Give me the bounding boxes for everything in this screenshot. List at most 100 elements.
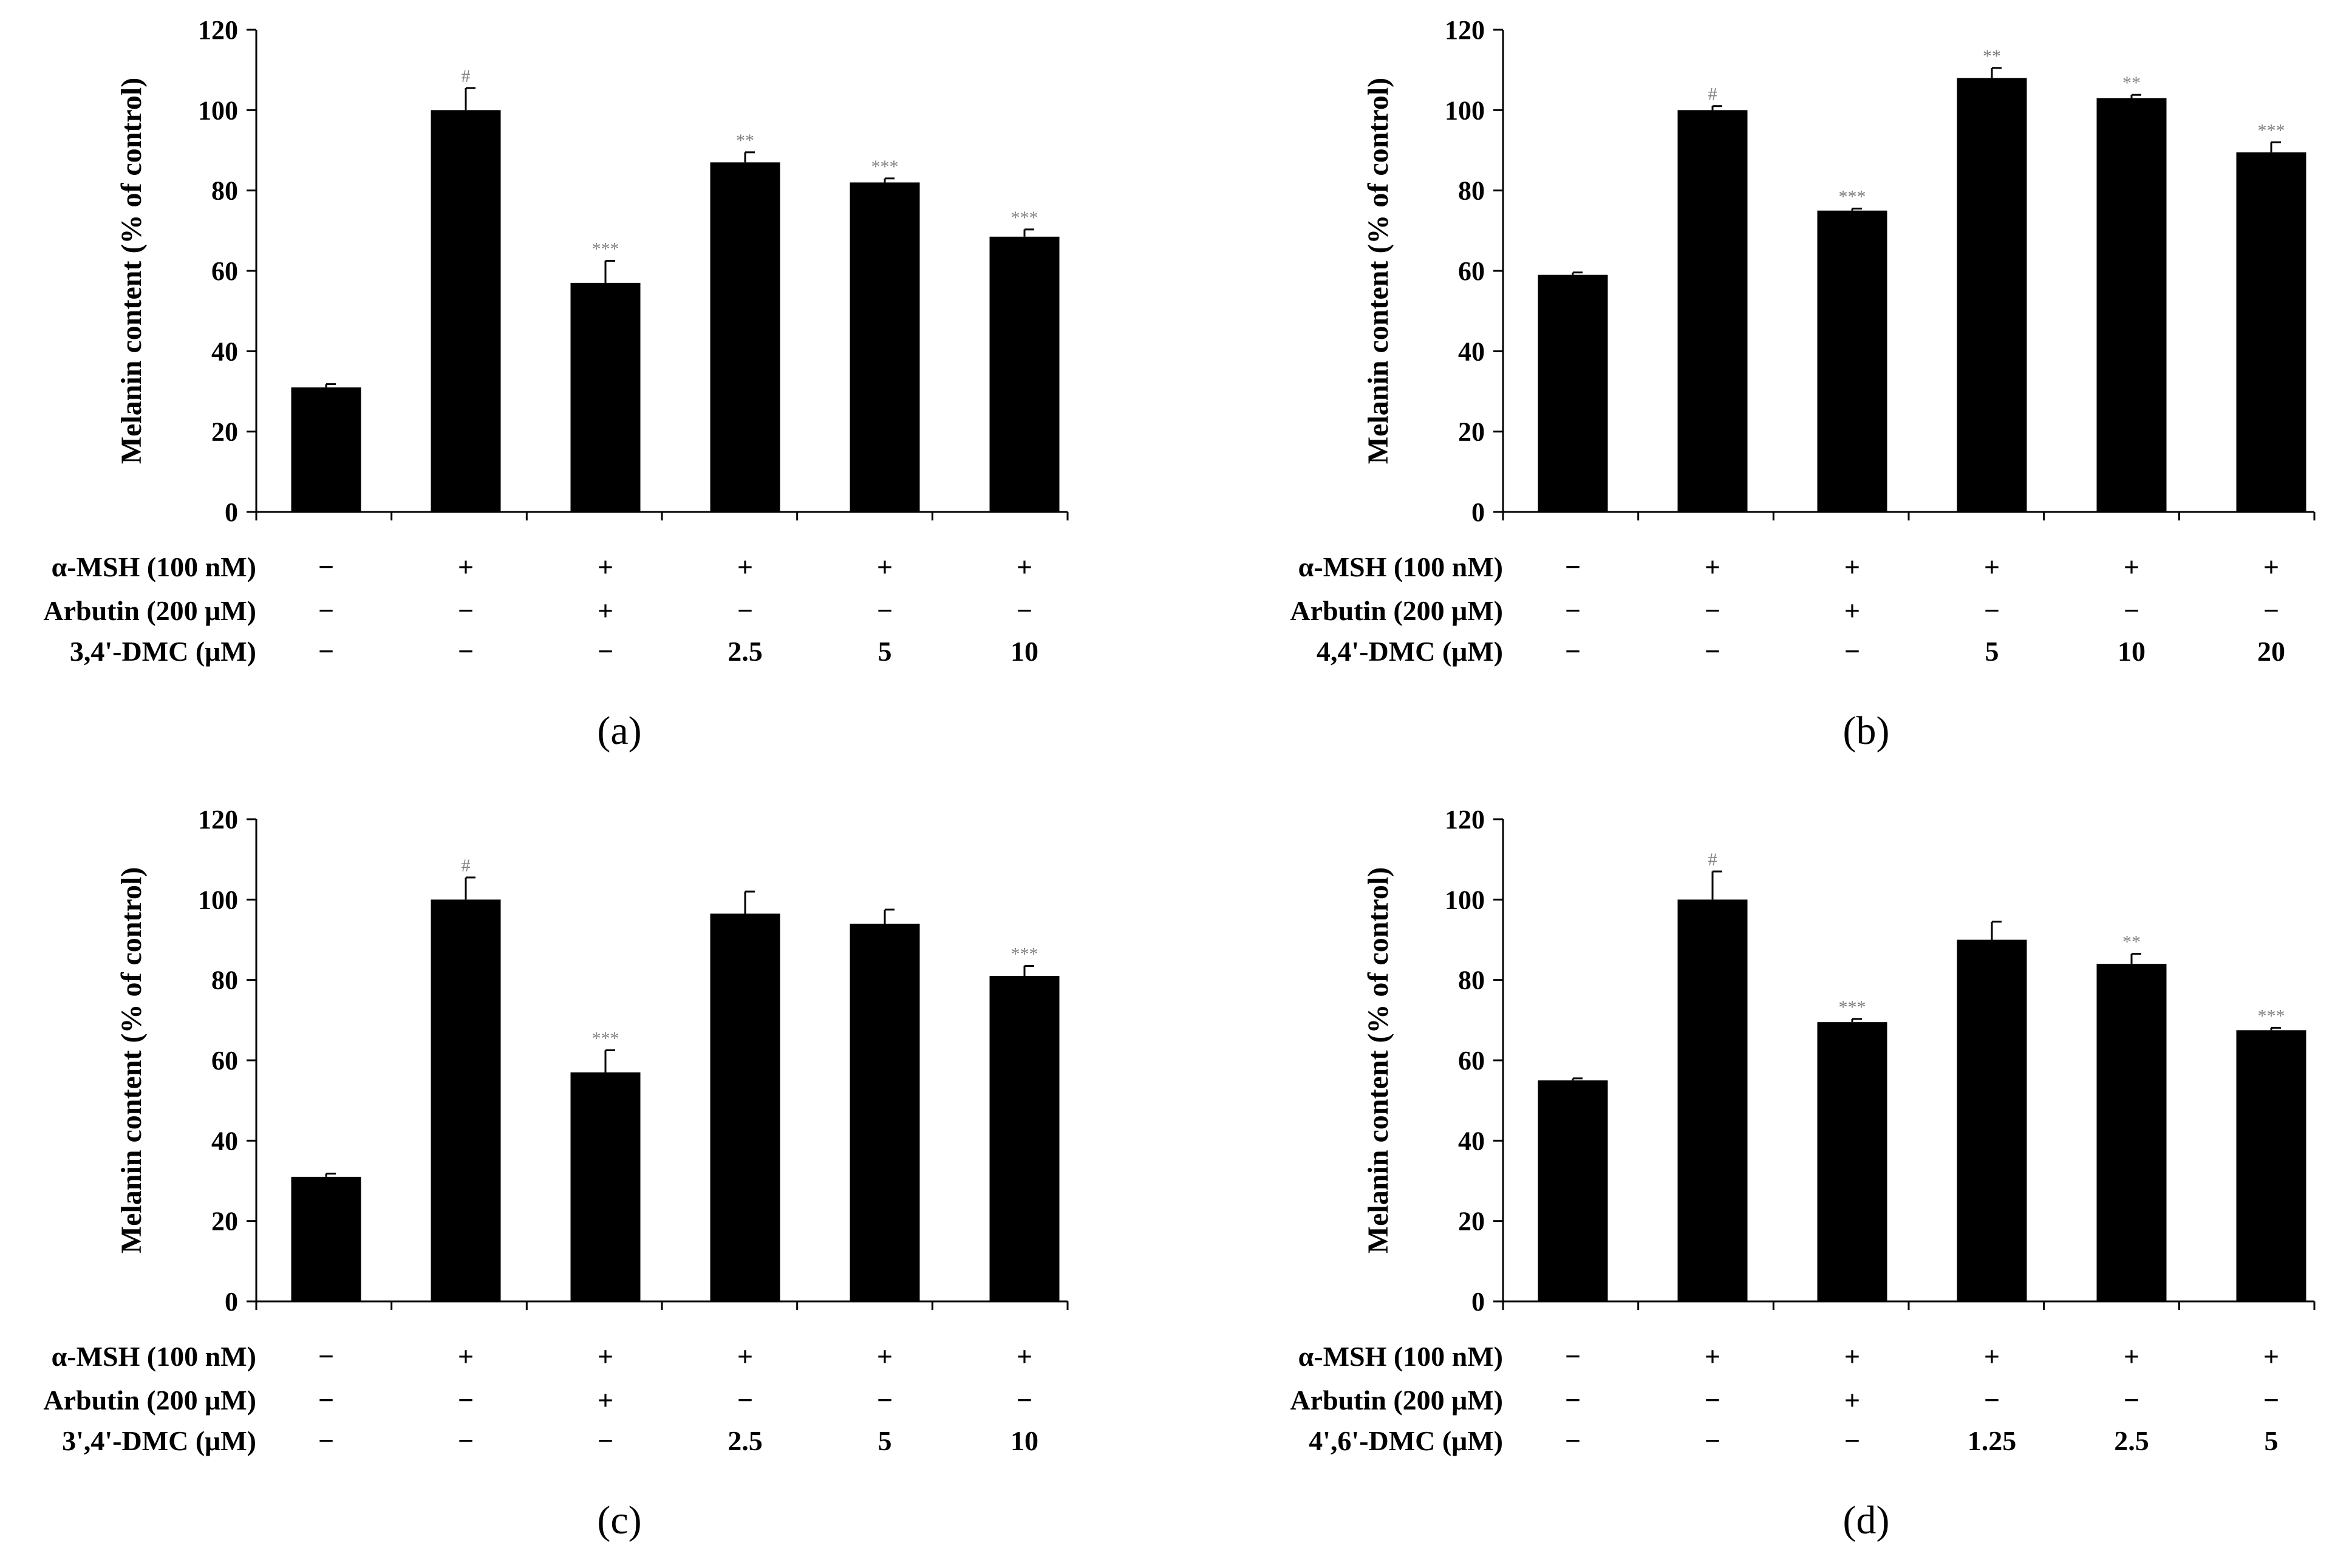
- condition-compound-value: 20: [2257, 636, 2285, 667]
- y-tick-label: 80: [211, 966, 238, 995]
- bar: [291, 1176, 361, 1301]
- condition-compound-value: 10: [1011, 636, 1038, 667]
- bar: [1538, 1080, 1608, 1301]
- bar: [2236, 152, 2306, 512]
- chart-panel-c: 0 20 40 60 80 100 120 Melanin content (% of con…: [43, 805, 1069, 1542]
- condition-compound-value: 2.5: [2114, 1425, 2149, 1456]
- condition-arbutin-value: −: [318, 1385, 334, 1416]
- condition-msh-value: +: [458, 551, 474, 582]
- bar: [2236, 1030, 2306, 1301]
- condition-msh-value: +: [737, 1341, 753, 1372]
- condition-msh-value: +: [458, 1341, 474, 1372]
- row-label-arbutin: Arbutin (200 μM): [43, 1385, 256, 1416]
- bar: [989, 976, 1060, 1301]
- y-axis-title: Melanin content (% of control): [115, 867, 148, 1253]
- panel-label: (c): [597, 1498, 641, 1542]
- panel-label: (a): [597, 709, 641, 753]
- condition-arbutin-value: +: [1844, 595, 1860, 626]
- condition-compound-value: −: [598, 1425, 613, 1456]
- condition-msh-value: −: [318, 1341, 334, 1372]
- condition-compound-value: 10: [1011, 1425, 1038, 1456]
- condition-arbutin-value: −: [877, 595, 893, 626]
- y-tick-label: 20: [1458, 417, 1485, 447]
- row-label-compound: 4',6'-DMC (μM): [1309, 1425, 1503, 1456]
- y-tick-label: 0: [225, 1287, 238, 1317]
- condition-msh-value: +: [1844, 1341, 1860, 1372]
- bar: [1957, 939, 2027, 1301]
- bar: [431, 899, 501, 1301]
- condition-arbutin-value: −: [1565, 595, 1581, 626]
- condition-msh-value: +: [2124, 551, 2139, 582]
- condition-msh-value: −: [318, 551, 334, 582]
- row-label-msh: α-MSH (100 nM): [52, 551, 256, 582]
- y-tick-label: 120: [1445, 805, 1485, 834]
- condition-arbutin-value: −: [877, 1385, 893, 1416]
- chart-panel-d: 0 20 40 60 80 100 120 Melanin content (% of con…: [1290, 805, 2316, 1542]
- bar: [431, 110, 501, 513]
- condition-arbutin-value: −: [1705, 595, 1720, 626]
- significance-mark: #: [1708, 850, 1717, 870]
- significance-mark: **: [2122, 73, 2141, 93]
- condition-arbutin-value: +: [598, 1385, 613, 1416]
- condition-msh-value: +: [1705, 551, 1720, 582]
- condition-msh-value: +: [598, 551, 613, 582]
- condition-msh-value: +: [1017, 1341, 1032, 1372]
- y-tick-label: 0: [225, 497, 238, 527]
- y-tick-label: 100: [198, 95, 238, 125]
- condition-compound-value: −: [318, 1425, 334, 1456]
- y-tick-label: 40: [211, 1126, 238, 1156]
- significance-mark: ***: [592, 1028, 619, 1048]
- y-tick-label: 40: [1458, 1126, 1485, 1156]
- condition-compound-value: −: [1705, 636, 1720, 667]
- condition-msh-value: +: [1705, 1341, 1720, 1372]
- y-tick-label: 80: [211, 176, 238, 206]
- condition-compound-value: −: [458, 1425, 474, 1456]
- condition-compound-value: 5: [878, 1425, 892, 1456]
- bar: [989, 236, 1060, 512]
- condition-msh-value: +: [598, 1341, 613, 1372]
- row-label-compound: 3,4'-DMC (μM): [70, 636, 256, 667]
- condition-arbutin-value: −: [737, 1385, 753, 1416]
- condition-arbutin-value: −: [737, 595, 753, 626]
- condition-arbutin-value: −: [1565, 1385, 1581, 1416]
- bar: [1677, 899, 1748, 1301]
- condition-msh-value: +: [1844, 551, 1860, 582]
- significance-mark: **: [736, 131, 754, 151]
- bar: [2096, 98, 2167, 512]
- condition-msh-value: −: [1565, 1341, 1581, 1372]
- bar: [570, 1072, 641, 1301]
- condition-arbutin-value: −: [2263, 1385, 2279, 1416]
- condition-compound-value: 2.5: [728, 636, 763, 667]
- y-tick-label: 20: [1458, 1207, 1485, 1236]
- condition-arbutin-value: −: [2124, 1385, 2139, 1416]
- condition-compound-value: −: [318, 636, 334, 667]
- condition-compound-value: 2.5: [728, 1425, 763, 1456]
- bar: [710, 913, 780, 1301]
- condition-arbutin-value: +: [1844, 1385, 1860, 1416]
- condition-msh-value: +: [1017, 551, 1032, 582]
- y-tick-label: 80: [1458, 966, 1485, 995]
- y-tick-label: 100: [198, 885, 238, 915]
- row-label-msh: α-MSH (100 nM): [1298, 551, 1503, 582]
- condition-msh-value: −: [1565, 551, 1581, 582]
- bar: [850, 924, 920, 1301]
- condition-msh-value: +: [737, 551, 753, 582]
- condition-compound-value: 5: [878, 636, 892, 667]
- condition-compound-value: 5: [1985, 636, 1999, 667]
- y-tick-label: 120: [198, 805, 238, 834]
- y-tick-label: 20: [211, 1207, 238, 1236]
- condition-compound-value: −: [1565, 636, 1581, 667]
- condition-arbutin-value: −: [1705, 1385, 1720, 1416]
- y-axis-title: Melanin content (% of control): [1362, 78, 1394, 464]
- row-label-msh: α-MSH (100 nM): [1298, 1341, 1503, 1372]
- row-label-arbutin: Arbutin (200 μM): [1290, 1385, 1503, 1416]
- condition-msh-value: +: [2124, 1341, 2139, 1372]
- condition-compound-value: −: [1565, 1425, 1581, 1456]
- condition-arbutin-value: +: [598, 595, 613, 626]
- chart-panel-b: 0 20 40 60 80 100 120 Melanin content (% of con…: [1290, 15, 2316, 753]
- condition-compound-value: −: [1844, 636, 1860, 667]
- y-tick-label: 100: [1445, 885, 1485, 915]
- bar: [1817, 210, 1887, 512]
- bar: [1957, 78, 2027, 512]
